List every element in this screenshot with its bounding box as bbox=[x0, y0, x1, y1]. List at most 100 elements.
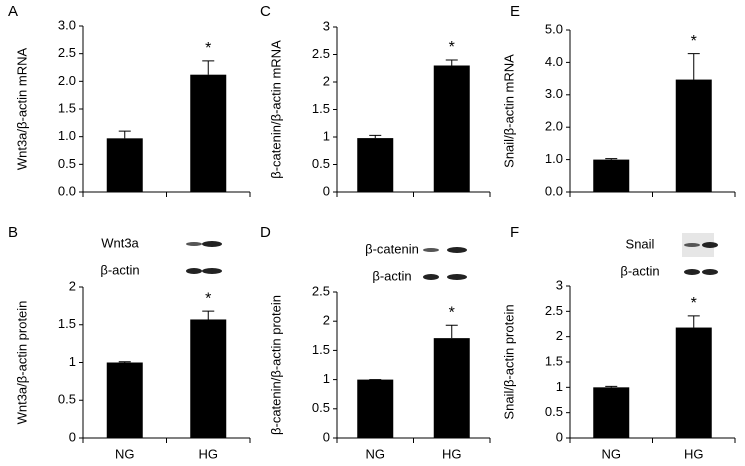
blot-band bbox=[186, 268, 202, 274]
y-tick-label: 1.5 bbox=[58, 100, 76, 115]
error-bar bbox=[445, 324, 458, 339]
y-tick-label: 2 bbox=[556, 328, 563, 343]
y-tick-label: 0.5 bbox=[312, 400, 330, 415]
significance: * bbox=[449, 39, 455, 56]
blot-band bbox=[186, 242, 202, 246]
bar bbox=[357, 138, 394, 192]
y-axis-label: β-catenin/β-actin mRNA bbox=[268, 40, 283, 179]
bar bbox=[106, 138, 143, 192]
significance: * bbox=[205, 290, 211, 307]
blot-label: β-actin bbox=[620, 263, 659, 278]
y-axis-label: Snail/β-actin protein bbox=[501, 304, 516, 419]
panel-label: D bbox=[260, 224, 271, 241]
x-tick-label: HG bbox=[442, 446, 462, 461]
y-tick-label: 3 bbox=[323, 18, 330, 33]
bar bbox=[433, 65, 470, 192]
y-tick-label: 1.5 bbox=[58, 316, 76, 331]
y-tick-label: 2 bbox=[323, 313, 330, 328]
bar bbox=[357, 379, 394, 438]
y-tick-label: 1.5 bbox=[545, 353, 563, 368]
bar bbox=[190, 74, 227, 192]
y-tick-label: 0.0 bbox=[58, 183, 76, 198]
y-tick-label: 1.5 bbox=[312, 342, 330, 357]
error-bar bbox=[369, 134, 382, 139]
y-tick-label: 3.0 bbox=[58, 17, 76, 32]
y-tick-label: 2.0 bbox=[58, 73, 76, 88]
blot-label: β-actin bbox=[372, 268, 411, 283]
y-axis-label: Wnt3a/β-actin mRNA bbox=[14, 48, 29, 171]
y-tick-label: 1 bbox=[323, 371, 330, 386]
x-tick-label: NG bbox=[115, 446, 135, 461]
y-tick-label: 1.0 bbox=[58, 128, 76, 143]
y-tick-label: 2.5 bbox=[312, 46, 330, 61]
bar bbox=[675, 327, 712, 438]
error-bar bbox=[202, 310, 215, 320]
error-bar bbox=[605, 158, 618, 160]
error-bar bbox=[118, 130, 131, 139]
y-tick-label: 1 bbox=[69, 354, 76, 369]
y-tick-label: 4.0 bbox=[545, 54, 563, 69]
bar bbox=[593, 159, 630, 192]
y-tick-label: 0.5 bbox=[58, 156, 76, 171]
y-axis-label: Wnt3a/β-actin protein bbox=[14, 301, 29, 425]
x-tick-label: HG bbox=[199, 446, 219, 461]
significance: * bbox=[205, 40, 211, 57]
panel-label: A bbox=[8, 3, 18, 20]
y-tick-label: 3 bbox=[556, 277, 563, 292]
blot-band bbox=[684, 243, 700, 247]
y-tick-label: 2.5 bbox=[545, 303, 563, 318]
blot-band bbox=[702, 269, 718, 275]
y-tick-label: 2 bbox=[323, 73, 330, 88]
y-tick-label: 0 bbox=[556, 429, 563, 444]
blot-label: β-actin bbox=[100, 262, 139, 277]
bar bbox=[593, 387, 630, 438]
blot-label: Snail bbox=[626, 236, 655, 251]
y-tick-label: 0.0 bbox=[545, 183, 563, 198]
bar bbox=[190, 319, 227, 438]
blot-label: β-catenin bbox=[365, 241, 419, 256]
y-tick-label: 0 bbox=[69, 429, 76, 444]
y-tick-label: 0 bbox=[323, 429, 330, 444]
panel-label: E bbox=[510, 3, 520, 20]
blot-band bbox=[702, 242, 718, 248]
y-tick-label: 1.0 bbox=[545, 151, 563, 166]
bar bbox=[675, 79, 712, 192]
y-tick-label: 0.5 bbox=[58, 392, 76, 407]
x-tick-label: NG bbox=[602, 446, 622, 461]
error-bar bbox=[687, 53, 700, 80]
blot-band bbox=[202, 241, 222, 247]
blot-band bbox=[447, 247, 467, 253]
y-tick-label: 1 bbox=[556, 379, 563, 394]
blot-label: Wnt3a bbox=[101, 235, 139, 250]
y-tick-label: 3.0 bbox=[545, 86, 563, 101]
y-axis-label: Snail/β-actin mRNA bbox=[501, 54, 516, 168]
panel-label: F bbox=[510, 224, 519, 241]
blot-band bbox=[202, 268, 222, 274]
error-bar bbox=[687, 315, 700, 328]
x-tick-label: NG bbox=[366, 446, 386, 461]
y-tick-label: 1.5 bbox=[312, 101, 330, 116]
panel-label: B bbox=[8, 224, 18, 241]
blot-band bbox=[684, 269, 700, 275]
y-tick-label: 2.0 bbox=[545, 119, 563, 134]
error-bar bbox=[445, 59, 458, 66]
y-tick-label: 2.5 bbox=[58, 45, 76, 60]
y-tick-label: 0 bbox=[323, 183, 330, 198]
panel-label: C bbox=[260, 3, 271, 20]
error-bar bbox=[118, 361, 131, 363]
bar bbox=[433, 338, 470, 438]
blot-band bbox=[423, 274, 439, 280]
y-tick-label: 2.5 bbox=[312, 283, 330, 298]
blot-band bbox=[447, 274, 467, 280]
y-tick-label: 0.5 bbox=[312, 156, 330, 171]
y-tick-label: 2 bbox=[69, 278, 76, 293]
significance: * bbox=[691, 295, 697, 312]
y-tick-label: 0.5 bbox=[545, 404, 563, 419]
blot-band bbox=[423, 248, 439, 252]
y-tick-label: 5.0 bbox=[545, 21, 563, 36]
significance: * bbox=[691, 33, 697, 50]
significance: * bbox=[449, 305, 455, 322]
error-bar bbox=[202, 60, 215, 75]
error-bar bbox=[605, 385, 618, 388]
